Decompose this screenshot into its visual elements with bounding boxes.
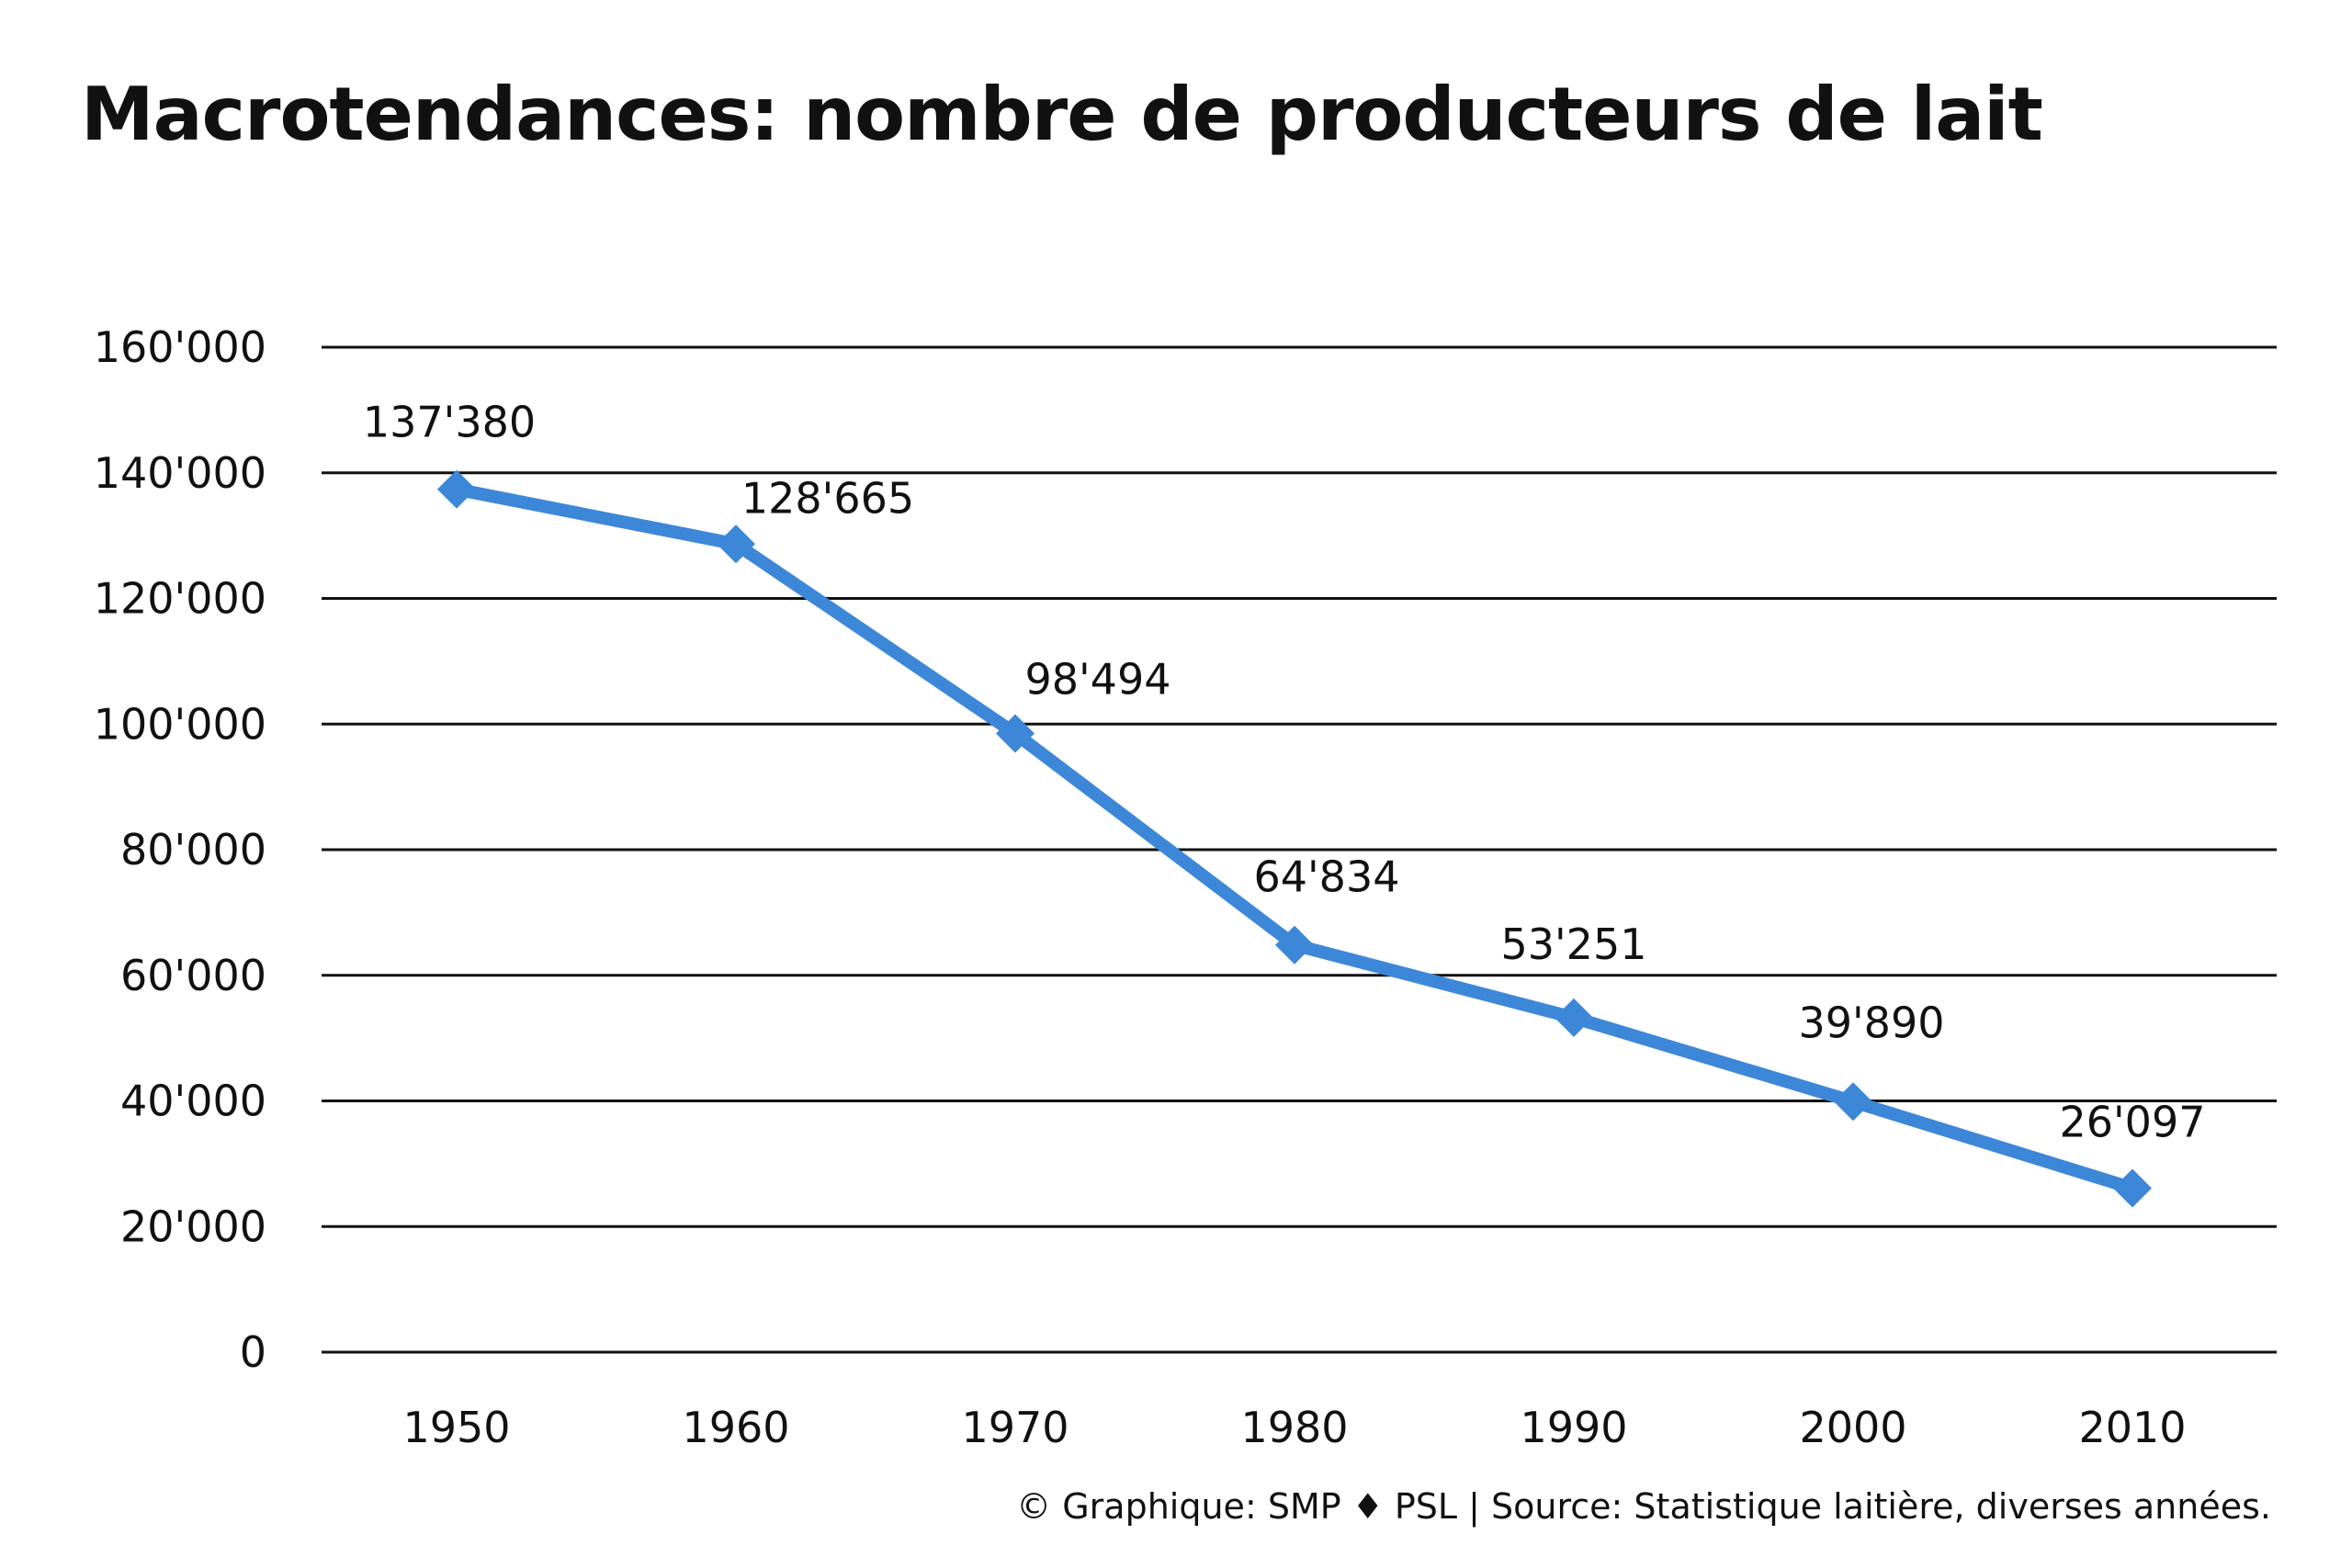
- gridlines: [322, 345, 2277, 1354]
- data-label: 64'834: [1254, 852, 1400, 902]
- data-point-marker: [1555, 998, 1593, 1037]
- y-tick-label: 40'000: [120, 1077, 266, 1126]
- data-point-marker: [1834, 1082, 1872, 1122]
- data-point-marker: [2113, 1168, 2152, 1208]
- series-producers: [437, 469, 2152, 1208]
- x-axis-tick-labels: 1950 1960 1970 1980 1990 2000 2010: [402, 1403, 2186, 1452]
- y-tick-label: 120'000: [94, 574, 266, 624]
- data-label: 137'380: [363, 398, 536, 447]
- data-label: 128'665: [741, 473, 914, 523]
- y-tick-label: 20'000: [120, 1201, 266, 1251]
- data-label: 98'494: [1025, 655, 1171, 705]
- y-tick-label: 100'000: [94, 699, 266, 749]
- x-tick-label: 1970: [961, 1403, 1069, 1452]
- data-point-marker: [717, 525, 755, 564]
- y-tick-label: 60'000: [120, 951, 266, 1000]
- series-line: [455, 482, 2135, 1195]
- x-tick-label: 2000: [1799, 1403, 1906, 1452]
- y-tick-label: 140'000: [94, 448, 266, 498]
- data-label: 53'251: [1501, 919, 1647, 969]
- y-tick-label: 80'000: [120, 825, 266, 874]
- y-tick-label: 160'000: [94, 322, 266, 372]
- data-point-marker: [996, 714, 1035, 753]
- source-footer: © Graphique: SMP ♦ PSL | Source: Statist…: [1016, 1486, 2271, 1527]
- y-tick-label: 0: [240, 1327, 266, 1377]
- data-point-marker: [437, 469, 476, 509]
- data-labels: 137'380 128'665 98'494 64'834 53'251 39'890 26…: [363, 398, 2206, 1147]
- x-tick-label: 1960: [682, 1403, 789, 1452]
- data-label: 39'890: [1799, 998, 1945, 1047]
- chart-title: Macrotendances: nombre de producteurs de…: [81, 72, 2043, 157]
- x-tick-label: 1980: [1240, 1403, 1348, 1452]
- y-axis-tick-labels: 0 20'000 40'000 60'000 80'000 100'000 120'000 1…: [94, 322, 266, 1377]
- x-tick-label: 1950: [402, 1403, 510, 1452]
- x-tick-label: 2010: [2078, 1403, 2186, 1452]
- data-label: 26'097: [2060, 1098, 2206, 1147]
- data-point-marker: [1275, 925, 1314, 964]
- x-tick-label: 1990: [1520, 1403, 1627, 1452]
